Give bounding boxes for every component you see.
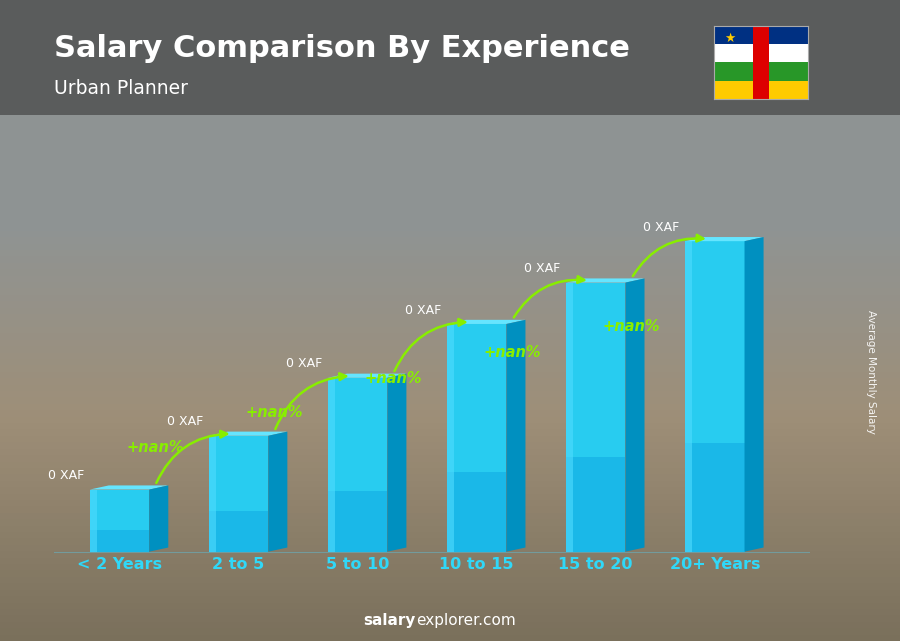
Polygon shape [209, 436, 268, 511]
Polygon shape [328, 378, 335, 552]
Text: explorer.com: explorer.com [416, 613, 516, 628]
Text: 20+ Years: 20+ Years [670, 556, 760, 572]
Bar [714, 81, 808, 99]
Bar [0, 0, 900, 115]
Bar [714, 62, 808, 81]
Text: < 2 Years: < 2 Years [77, 556, 162, 572]
Text: 0 XAF: 0 XAF [524, 262, 560, 275]
Polygon shape [90, 490, 149, 530]
Text: 10 to 15: 10 to 15 [439, 556, 514, 572]
Text: ★: ★ [724, 33, 735, 46]
Polygon shape [507, 320, 526, 552]
Polygon shape [685, 443, 744, 552]
Polygon shape [447, 324, 507, 472]
Text: salary: salary [364, 613, 416, 628]
Polygon shape [566, 283, 573, 552]
Polygon shape [447, 324, 454, 552]
Polygon shape [149, 485, 168, 552]
Polygon shape [90, 490, 97, 552]
Polygon shape [447, 320, 526, 324]
Polygon shape [328, 374, 407, 378]
Text: +nan%: +nan% [603, 319, 661, 334]
Polygon shape [209, 431, 287, 436]
Text: Salary Comparison By Experience: Salary Comparison By Experience [54, 33, 630, 63]
Polygon shape [90, 485, 168, 490]
Polygon shape [566, 278, 644, 283]
Text: +nan%: +nan% [246, 404, 303, 420]
Text: Urban Planner: Urban Planner [54, 79, 188, 98]
Polygon shape [566, 458, 626, 552]
Polygon shape [209, 511, 268, 552]
Polygon shape [328, 378, 387, 491]
Text: Average Monthly Salary: Average Monthly Salary [866, 310, 877, 434]
Polygon shape [387, 374, 407, 552]
Polygon shape [209, 436, 216, 552]
Text: 0 XAF: 0 XAF [48, 469, 84, 482]
Polygon shape [447, 472, 507, 552]
Polygon shape [744, 237, 763, 552]
Polygon shape [685, 241, 692, 552]
Text: 0 XAF: 0 XAF [285, 357, 322, 370]
Text: +nan%: +nan% [364, 371, 422, 386]
Polygon shape [626, 278, 644, 552]
Polygon shape [268, 431, 287, 552]
Text: 0 XAF: 0 XAF [405, 304, 441, 317]
Bar [753, 26, 769, 99]
Text: 5 to 10: 5 to 10 [326, 556, 390, 572]
Text: +nan%: +nan% [483, 345, 541, 360]
Polygon shape [685, 241, 744, 443]
Text: 2 to 5: 2 to 5 [212, 556, 265, 572]
Text: 0 XAF: 0 XAF [166, 415, 202, 428]
Polygon shape [328, 491, 387, 552]
Text: +nan%: +nan% [126, 440, 184, 455]
Text: 0 XAF: 0 XAF [643, 221, 679, 234]
Polygon shape [685, 237, 763, 241]
Polygon shape [566, 283, 626, 458]
Polygon shape [90, 530, 149, 552]
Bar [714, 44, 808, 62]
Text: 15 to 20: 15 to 20 [559, 556, 633, 572]
Bar [714, 26, 808, 44]
